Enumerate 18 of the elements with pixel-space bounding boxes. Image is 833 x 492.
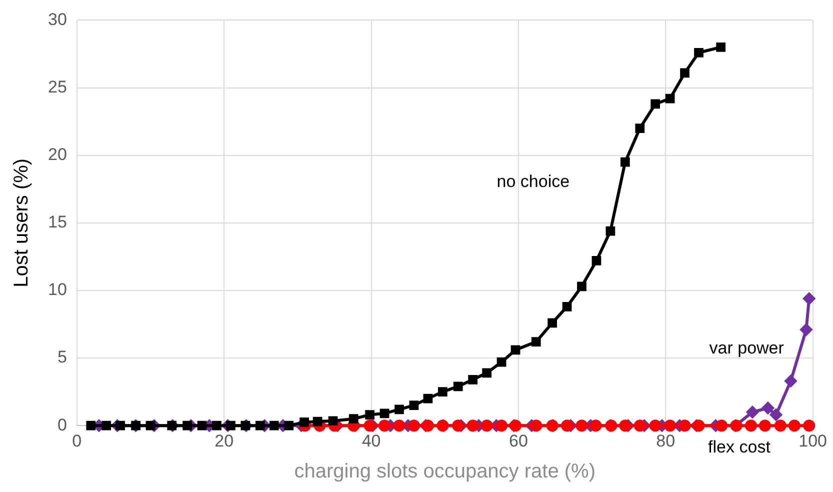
series-label: var power xyxy=(709,338,784,358)
x-tick-label: 20 xyxy=(214,431,234,450)
x-tick-label: 0 xyxy=(72,431,82,450)
text: no choice xyxy=(496,172,570,192)
y-tick-label: 10 xyxy=(48,280,67,300)
x-tick-label: 60 xyxy=(508,431,528,450)
y-tick-label: 30 xyxy=(48,10,67,29)
y-axis-title: Lost users (%) xyxy=(10,158,33,288)
x-axis-title: charging slots occupancy rate (%) xyxy=(294,460,596,483)
x-tick-label: 80 xyxy=(656,431,676,450)
y-tick-label: 0 xyxy=(57,415,67,434)
series-label: flex cost xyxy=(708,438,771,457)
x-tick-label: 40 xyxy=(362,431,381,450)
x-tick-label: 100 xyxy=(798,431,828,450)
y-tick-label: 25 xyxy=(48,77,67,96)
y-tick-label: 5 xyxy=(57,348,67,367)
y-tick-label: 20 xyxy=(48,145,67,164)
y-tick-label: 15 xyxy=(48,212,67,232)
